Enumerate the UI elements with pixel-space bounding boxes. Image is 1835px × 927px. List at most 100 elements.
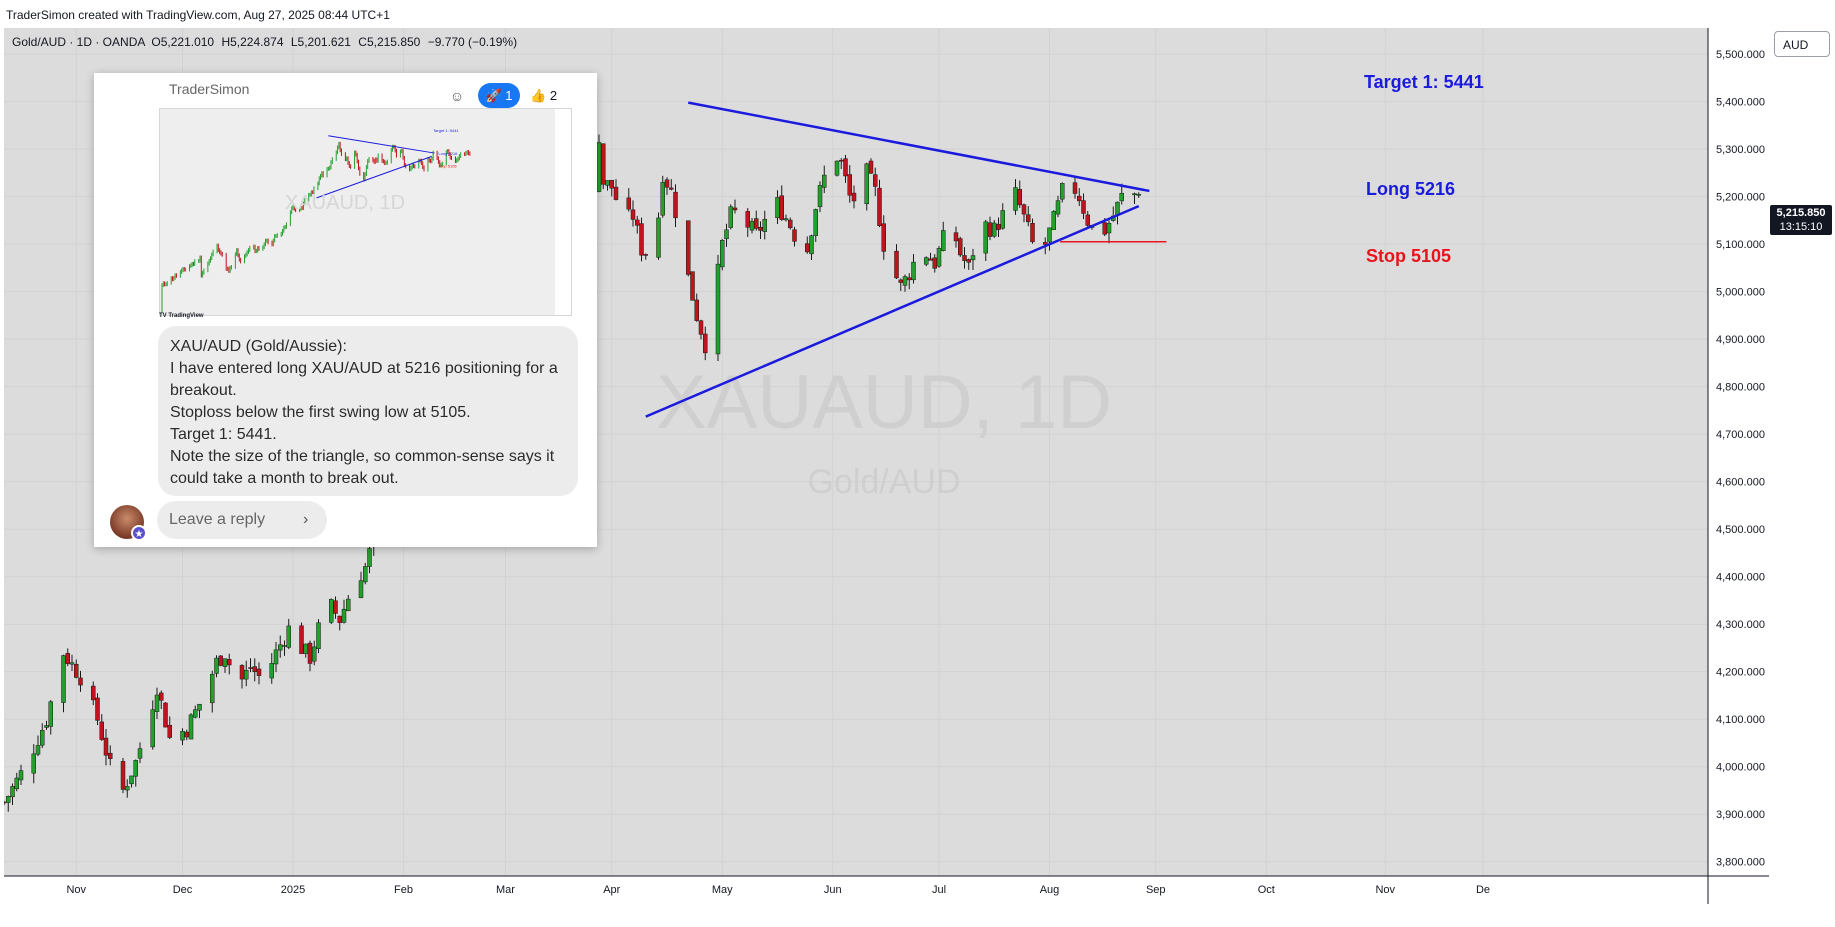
candle-body: [911, 261, 916, 281]
candle-body: [61, 655, 66, 703]
candle-body: [843, 158, 848, 177]
thumbs-up-reaction-button[interactable]: 👍 2: [530, 83, 570, 108]
candle-body: [44, 725, 49, 728]
candle-body: [783, 218, 789, 221]
candle-body: [664, 179, 670, 188]
candle-body: [703, 333, 708, 354]
candle-body: [1077, 195, 1082, 202]
stop-annotation[interactable]: Stop 5105: [1366, 246, 1451, 266]
candle-body: [137, 748, 143, 759]
candle-body: [367, 548, 372, 567]
candle-body: [834, 160, 840, 176]
candle-body: [881, 223, 886, 252]
candle-body: [936, 248, 942, 267]
candle-body: [983, 221, 988, 254]
candle-body: [996, 223, 1001, 230]
candle-body: [720, 240, 725, 268]
candle-body: [613, 186, 619, 200]
candle-body: [337, 615, 342, 623]
thumbnail-price-axis: [555, 109, 571, 315]
rocket-reaction-button[interactable]: 🚀 1: [478, 83, 520, 108]
candle-body: [180, 730, 185, 741]
candle-body: [218, 655, 223, 666]
post-author[interactable]: TraderSimon: [169, 81, 250, 97]
emoji-add-icon[interactable]: ☺: [449, 88, 465, 104]
candle-body: [316, 622, 321, 649]
candle-body: [163, 702, 168, 728]
candle-body: [745, 211, 750, 228]
y-tick-label: 5,400.000: [1716, 97, 1765, 109]
y-tick-label: 4,500.000: [1716, 524, 1765, 536]
y-tick-label: 3,800.000: [1716, 857, 1765, 869]
y-tick-label: 4,700.000: [1716, 429, 1765, 441]
y-tick-label: 4,900.000: [1716, 334, 1765, 346]
candle-body: [74, 663, 79, 678]
chevron-right-icon[interactable]: ›: [303, 511, 309, 528]
y-tick-label: 4,800.000: [1716, 382, 1765, 394]
candle-body: [907, 277, 912, 281]
candle-body: [1051, 211, 1056, 230]
message-bubble: XAU/AUD (Gold/Aussie): I have entered lon…: [158, 326, 578, 496]
candle-body: [14, 777, 19, 790]
candle-body: [222, 658, 228, 667]
candle-body: [898, 279, 903, 283]
message-line: breakout.: [170, 382, 237, 399]
candle-body: [851, 192, 857, 202]
price-axis[interactable]: [1708, 28, 1769, 904]
open-value: 5,221.010: [160, 35, 215, 49]
candle-body: [1043, 242, 1048, 245]
candle-body: [214, 657, 219, 674]
thumbnail-chart: Target 1: 5441 Long 5216 Stop 5105 XAUAUD, …: [160, 109, 571, 315]
symbol-name[interactable]: Gold/AUD · 1D · OANDA: [12, 35, 145, 49]
candle-body: [31, 753, 36, 774]
x-tick-label: Jun: [824, 884, 842, 896]
trendline-lower[interactable]: [645, 205, 1140, 418]
candle-body: [758, 226, 763, 231]
candle-body: [35, 745, 41, 755]
y-tick-label: 4,100.000: [1716, 714, 1765, 726]
candle-body: [847, 174, 852, 196]
low-label: L: [290, 35, 298, 49]
y-tick-label: 4,400.000: [1716, 572, 1765, 584]
candle-body: [333, 600, 338, 614]
candle-body: [775, 197, 780, 219]
message-line: Stoploss below the first swing low at 51…: [170, 404, 471, 421]
long-annotation[interactable]: Long 5216: [1366, 179, 1455, 199]
message-line: XAU/AUD (Gold/Aussie):: [170, 338, 347, 355]
target-annotation[interactable]: Target 1: 5441: [1364, 72, 1484, 92]
candle-body: [256, 668, 262, 676]
candle-body: [596, 142, 602, 192]
candle-body: [966, 259, 971, 263]
x-tick-label: De: [1476, 884, 1490, 896]
change-value: −9.770 (−0.19%): [427, 35, 518, 49]
candle-body: [953, 232, 959, 242]
candle-body: [643, 254, 648, 256]
candle-body: [669, 187, 674, 190]
candle-body: [732, 207, 738, 211]
candle-body: [103, 737, 109, 756]
currency-button[interactable]: AUD: [1774, 31, 1830, 57]
candle-body: [282, 645, 287, 647]
rocket-icon: 🚀: [485, 88, 502, 103]
candle-body: [193, 709, 198, 718]
high-value: 5,224.874: [230, 35, 284, 49]
candle-body: [987, 222, 993, 237]
thumbnail-trendline-upper: [328, 135, 435, 154]
candle-body: [1017, 189, 1022, 206]
time-axis[interactable]: [4, 876, 1769, 904]
message-line: Note the size of the triangle, so common…: [170, 448, 555, 465]
candle-body: [91, 685, 96, 701]
candle-body: [312, 646, 317, 662]
candle-body: [868, 160, 874, 174]
thumbnail-long-label: Long 5216: [438, 151, 458, 156]
trendline-upper[interactable]: [688, 101, 1150, 193]
candle-body: [817, 185, 823, 208]
candle-body: [95, 697, 100, 721]
candle-body: [1060, 183, 1065, 200]
reply-input[interactable]: Leave a reply ›: [157, 501, 327, 539]
candle-body: [159, 692, 164, 701]
x-tick-label: Mar: [496, 884, 515, 896]
candle-body: [601, 143, 606, 185]
chart-thumbnail[interactable]: Target 1: 5441 Long 5216 Stop 5105 XAUAUD, …: [159, 108, 572, 316]
candle-body: [1106, 222, 1112, 234]
